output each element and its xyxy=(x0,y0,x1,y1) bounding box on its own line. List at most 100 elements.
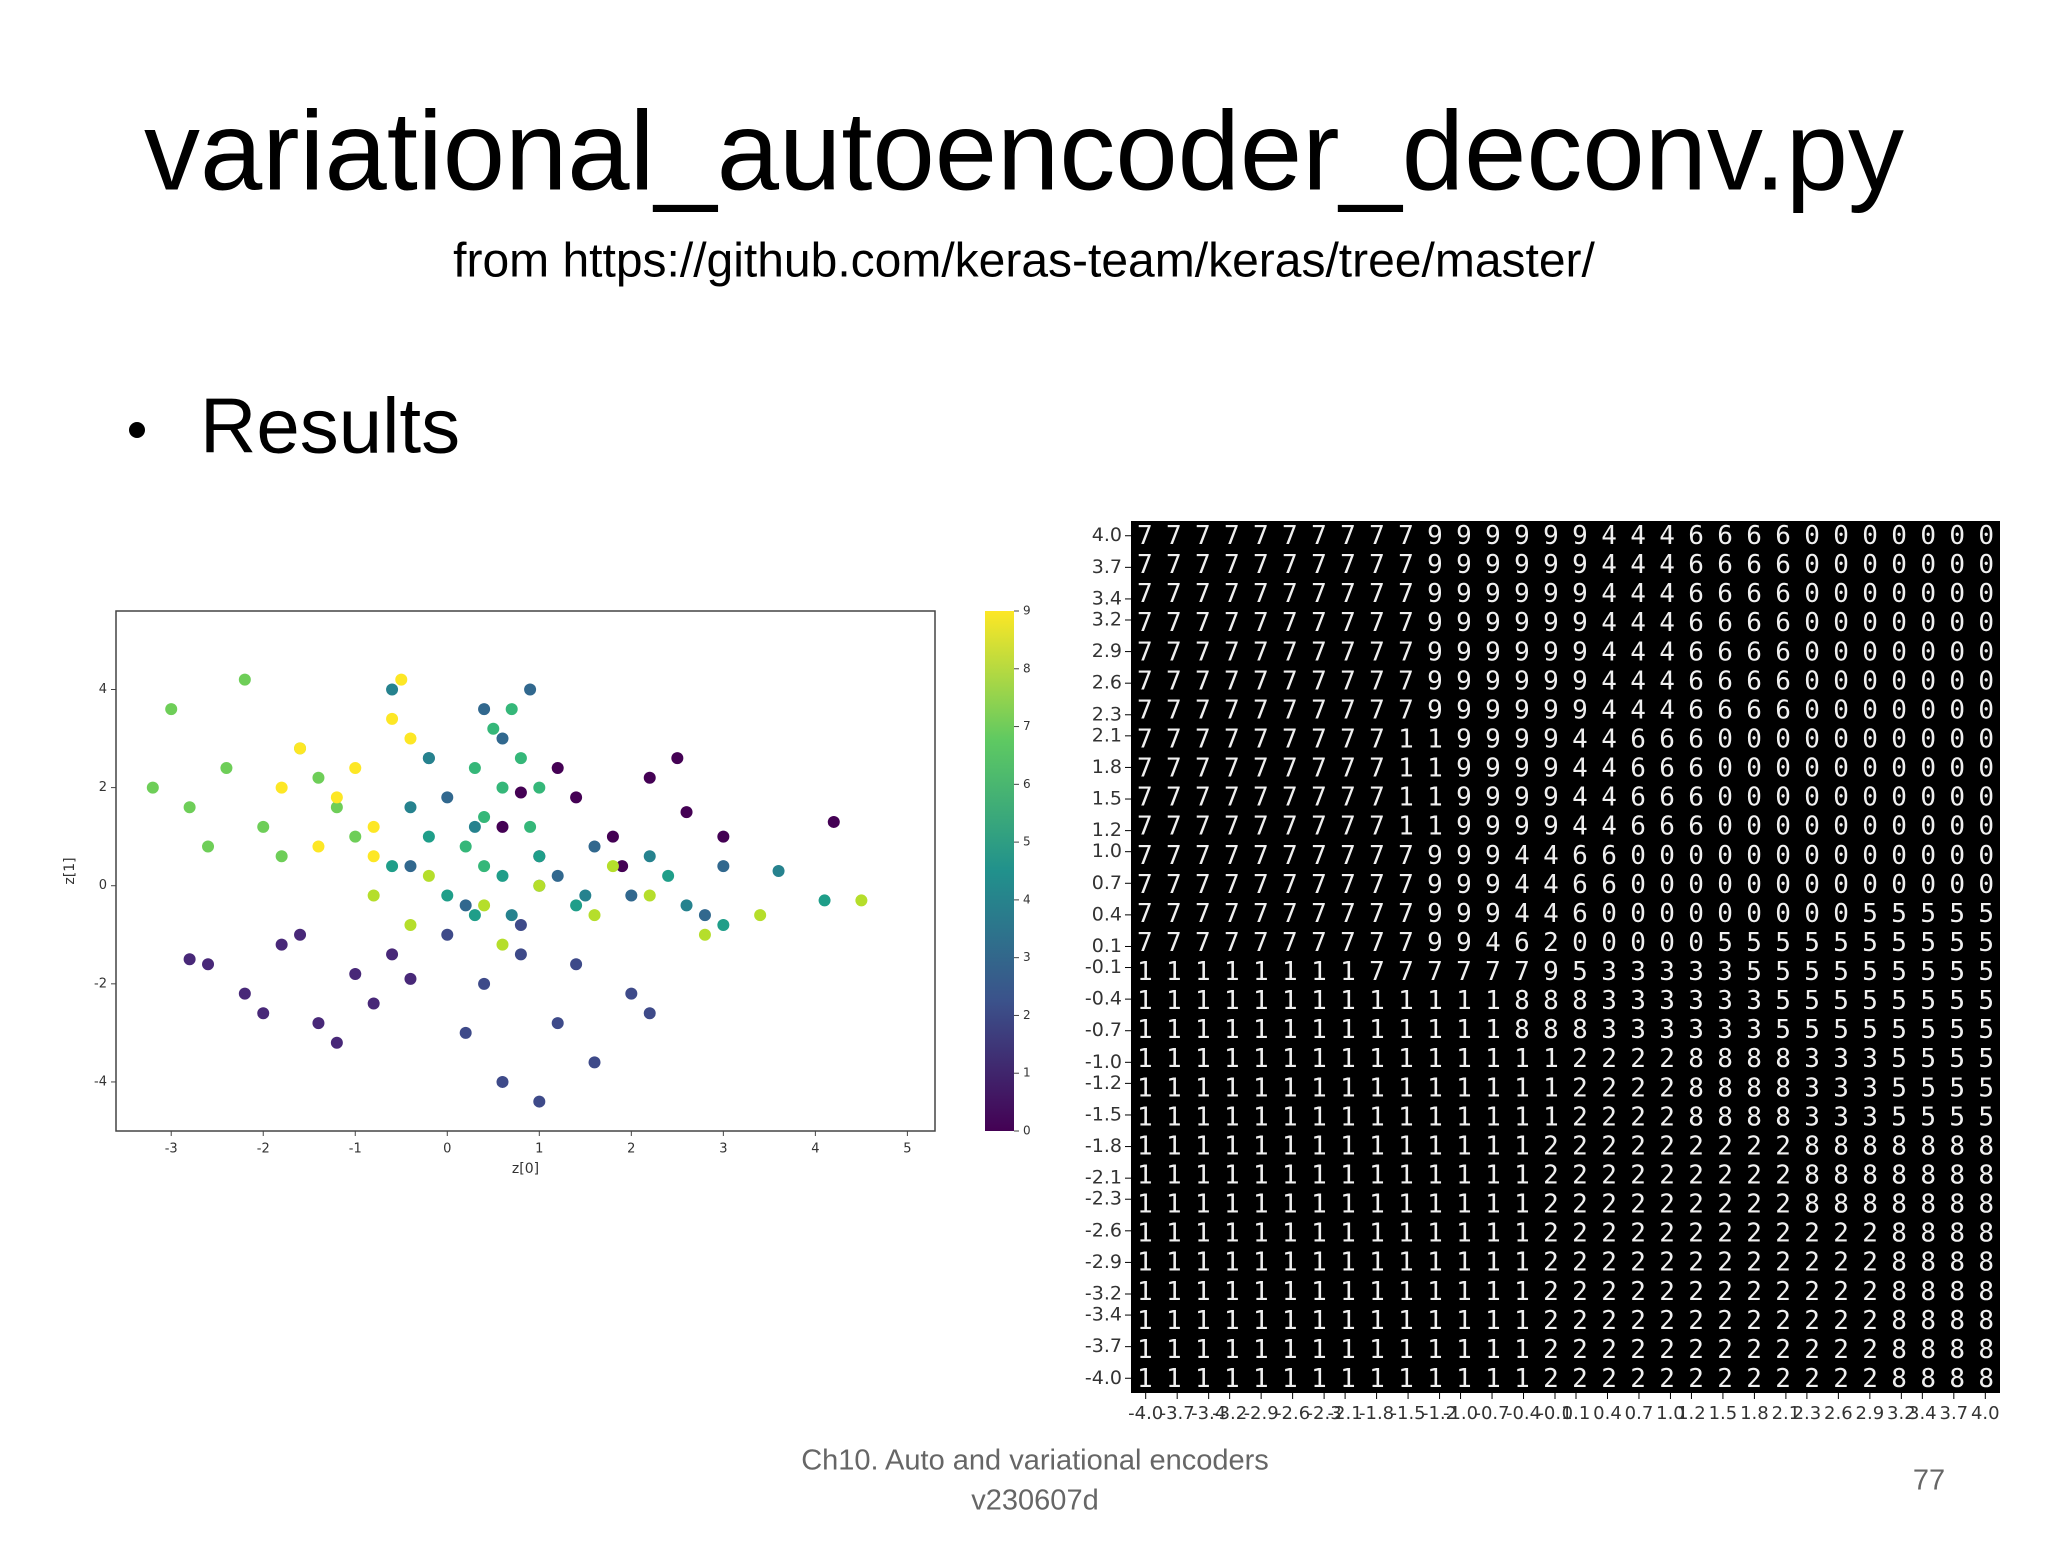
scatter-point xyxy=(404,732,417,745)
scatter-point xyxy=(468,909,481,922)
scatter-point xyxy=(717,918,730,931)
x-tick-label: -3.7 xyxy=(1160,1403,1195,1424)
x-tick-label: 4 xyxy=(811,1142,819,1157)
scatter-point xyxy=(386,948,399,961)
scatter-point xyxy=(496,938,509,951)
scatter-point xyxy=(367,889,380,902)
colorbar-label: 0 xyxy=(1023,1124,1031,1138)
x-tick-label: -1.0 xyxy=(1443,1403,1478,1424)
x-tick-label: 0.4 xyxy=(1593,1403,1622,1424)
plot-frame xyxy=(115,610,936,1132)
scatter-point xyxy=(257,820,270,833)
colorbar xyxy=(985,611,1014,1131)
x-tick-label: 1.2 xyxy=(1677,1403,1706,1424)
x-tick-label: -0.7 xyxy=(1474,1403,1509,1424)
digit-grid-background xyxy=(1131,521,2000,1393)
slide-title: variational_autoencoder_deconv.py xyxy=(144,89,1904,214)
y-tick-label: -1.8 xyxy=(1085,1135,1122,1157)
scatter-point xyxy=(468,761,481,774)
y-tick-label: -2.9 xyxy=(1085,1251,1122,1273)
y-tick-label: 2.3 xyxy=(1092,703,1122,725)
scatter-point xyxy=(496,732,509,745)
x-tick-label: 3.2 xyxy=(1887,1403,1916,1424)
scatter-point xyxy=(275,850,288,863)
y-tick-label: -3.7 xyxy=(1085,1335,1122,1357)
x-axis-label: z[0] xyxy=(512,1161,539,1177)
scatter-point xyxy=(662,869,675,882)
scatter-point xyxy=(349,830,362,843)
scatter-point xyxy=(643,889,656,902)
scatter-point xyxy=(165,703,178,716)
y-tick-label: -0.1 xyxy=(1085,956,1122,978)
scatter-point xyxy=(698,909,711,922)
y-tick-label: -1.0 xyxy=(1085,1051,1122,1073)
scatter-point xyxy=(183,801,196,814)
scatter-point xyxy=(533,781,546,794)
scatter-point xyxy=(754,909,767,922)
scatter-point xyxy=(625,987,638,1000)
scatter-point xyxy=(220,761,233,774)
colorbar-label: 5 xyxy=(1023,835,1031,849)
scatter-point xyxy=(533,1095,546,1108)
scatter-point xyxy=(496,1075,509,1088)
scatter-point xyxy=(514,786,527,799)
y-tick-label: -1.5 xyxy=(1085,1103,1122,1125)
slide-subtitle: from https://github.com/keras-team/keras… xyxy=(453,235,1595,288)
y-tick-label: -0.4 xyxy=(1085,988,1122,1010)
y-tick-label: 0.1 xyxy=(1092,935,1122,957)
y-tick-label: -2 xyxy=(94,976,107,991)
x-tick-label: -0.4 xyxy=(1506,1403,1541,1424)
scatter-point xyxy=(818,894,831,907)
scatter-point xyxy=(468,820,481,833)
x-tick-label: -2 xyxy=(257,1142,270,1157)
y-tick-label: 4 xyxy=(99,682,107,697)
y-tick-label: -4.0 xyxy=(1085,1367,1122,1389)
scatter-point xyxy=(275,781,288,794)
y-tick-label: -2.6 xyxy=(1085,1219,1122,1241)
colorbar-label: 1 xyxy=(1023,1066,1031,1080)
scatter-point xyxy=(625,889,638,902)
scatter-point xyxy=(680,899,693,912)
scatter-point xyxy=(257,1007,270,1020)
scatter-point xyxy=(570,791,583,804)
scatter-point xyxy=(487,722,500,735)
scatter-point xyxy=(183,953,196,966)
x-tick-label: -3.4 xyxy=(1191,1403,1226,1424)
scatter-point xyxy=(294,928,307,941)
x-tick-label: 1.5 xyxy=(1709,1403,1738,1424)
scatter-point xyxy=(643,1007,656,1020)
scatter-point xyxy=(238,987,251,1000)
y-tick-label: 3.4 xyxy=(1092,587,1122,609)
scatter-point xyxy=(588,909,601,922)
x-tick-label: 2.1 xyxy=(1772,1403,1801,1424)
scatter-point xyxy=(404,860,417,873)
scatter-point xyxy=(349,761,362,774)
scatter-point xyxy=(441,791,454,804)
y-tick-label: -2.1 xyxy=(1085,1167,1122,1189)
y-tick-label: -0.7 xyxy=(1085,1019,1122,1041)
y-tick-label: 0 xyxy=(99,878,107,893)
scatter-point xyxy=(404,918,417,931)
scatter-point xyxy=(459,899,472,912)
scatter-point xyxy=(717,830,730,843)
x-tick-label: -1.8 xyxy=(1359,1403,1394,1424)
x-tick-label: 4.0 xyxy=(1971,1403,2000,1424)
scatter-point xyxy=(478,977,491,990)
scatter-point xyxy=(146,781,159,794)
scatter-point xyxy=(202,840,215,853)
y-tick-label: 1.0 xyxy=(1092,840,1122,862)
scatter-point xyxy=(404,801,417,814)
scatter-point xyxy=(386,860,399,873)
colorbar-label: 8 xyxy=(1023,661,1031,675)
scatter-point xyxy=(312,771,325,784)
scatter-point xyxy=(422,752,435,765)
scatter-point xyxy=(514,752,527,765)
scatter-point xyxy=(579,889,592,902)
x-tick-label: 2.9 xyxy=(1856,1403,1885,1424)
scatter-point xyxy=(588,840,601,853)
scatter-point xyxy=(772,865,785,877)
x-tick-label: 1 xyxy=(535,1142,543,1157)
x-tick-label: -2.3 xyxy=(1307,1403,1342,1424)
scatter-point xyxy=(441,928,454,941)
